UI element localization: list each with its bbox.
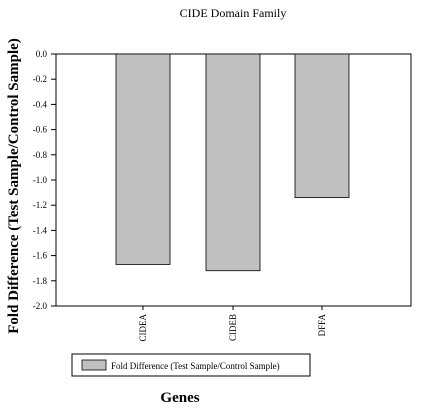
chart-title: CIDE Domain Family (180, 6, 287, 20)
y-tick-label-8: -1.6 (33, 251, 48, 261)
bar-cideb (205, 53, 261, 272)
legend: Fold Difference (Test Sample/Control Sam… (71, 353, 311, 377)
bar-cidea (115, 53, 171, 265)
x-axis: CIDEA CIDEB DFFA (138, 306, 327, 342)
bar-dffa (294, 53, 350, 199)
legend-label: Fold Difference (Test Sample/Control Sam… (111, 361, 280, 371)
y-tick-label-0: 0.0 (36, 49, 48, 59)
y-tick-label-5: -1.0 (33, 175, 48, 185)
x-tick-label-cideb: CIDEB (228, 314, 238, 341)
plot-area: 0.0 -0.2 -0.4 -0.6 -0.8 -1.0 -1.2 -1.4 -1.6 -1.8 -… (33, 49, 412, 342)
y-tick-label-10: -2.0 (33, 301, 48, 311)
y-tick-label-9: -1.8 (33, 276, 48, 286)
bars-group (115, 53, 350, 272)
y-tick-label-1: -0.2 (33, 74, 47, 84)
y-tick-label-3: -0.6 (33, 125, 48, 135)
legend-box (71, 353, 311, 377)
y-tick-label-6: -1.2 (33, 200, 47, 210)
y-axis-label: Fold Difference (Test Sample/Control Sam… (6, 38, 22, 334)
x-tick-label-dffa: DFFA (317, 314, 327, 337)
y-tick-label-7: -1.4 (33, 225, 48, 235)
y-tick-label-2: -0.4 (33, 99, 48, 109)
y-tick-label-4: -0.8 (33, 150, 48, 160)
legend-swatch (81, 359, 107, 371)
y-axis: 0.0 -0.2 -0.4 -0.6 -0.8 -1.0 -1.2 -1.4 -1.6 -1.8 -… (33, 49, 56, 311)
x-tick-label-cidea: CIDEA (138, 314, 148, 342)
x-axis-label: Genes (160, 390, 199, 406)
